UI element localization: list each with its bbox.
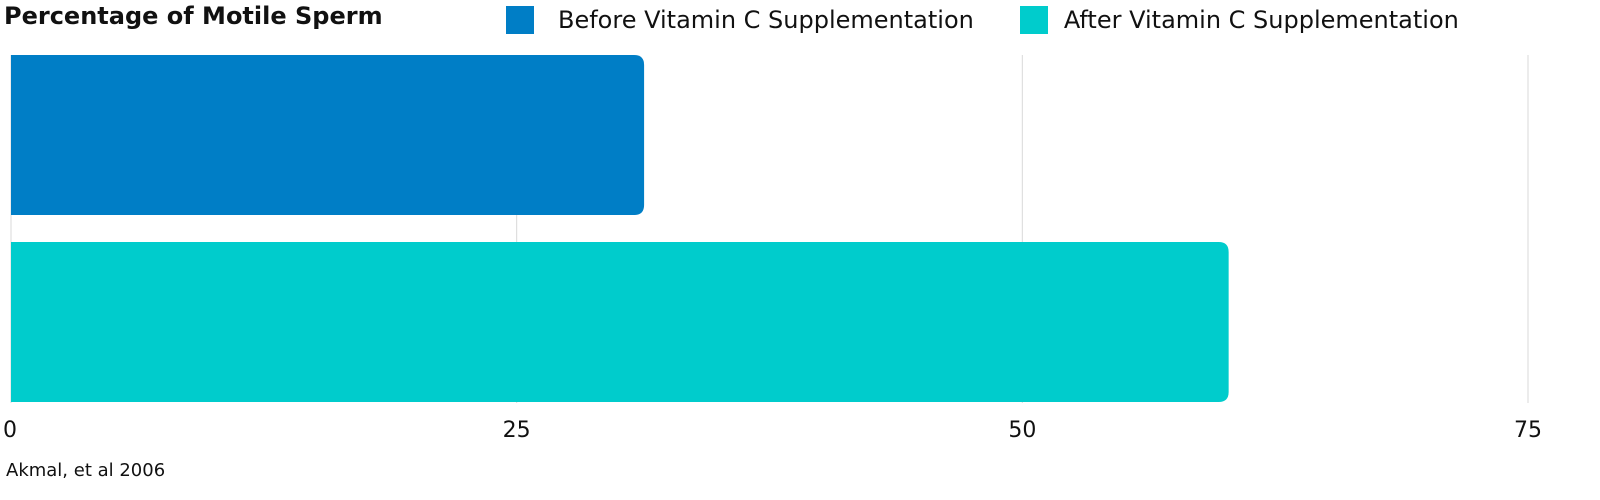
legend-label-after: After Vitamin C Supplementation [1063,6,1459,34]
source-note: Akmal, et al 2006 [6,460,166,481]
legend-swatch-after [1019,6,1048,34]
x-tick-label-0: 0 [3,418,17,443]
legend-swatch-before [506,6,534,34]
legend: Before Vitamin C Supplementation After V… [506,6,1459,34]
bars [11,55,1229,402]
legend-label-before: Before Vitamin C Supplementation [558,6,974,34]
x-tick-label-75: 75 [1514,418,1542,443]
x-tick-label-50: 50 [1008,418,1036,443]
x-tick-label-25: 25 [503,418,531,443]
chart-title: Percentage of Motile Sperm [4,2,383,30]
legend-item-before: Before Vitamin C Supplementation [506,6,1020,34]
bar-before [11,55,645,215]
x-axis-ticks: 0 25 50 75 [3,418,1542,443]
legend-item-after: After Vitamin C Supplementation [1019,6,1459,34]
bar-after [11,242,1229,402]
